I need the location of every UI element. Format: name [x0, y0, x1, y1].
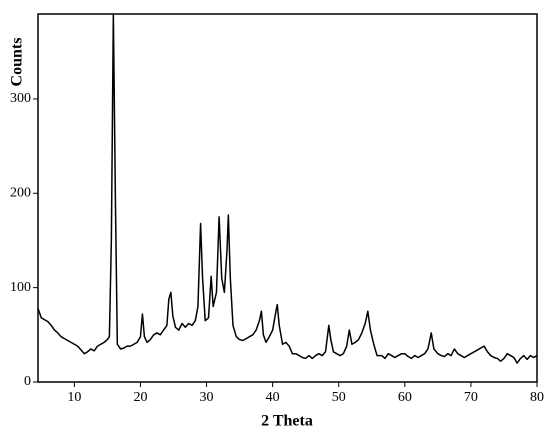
x-tick-label: 50 — [332, 390, 346, 405]
x-tick-label: 80 — [530, 390, 544, 405]
plot-frame — [37, 13, 538, 383]
y-axis-label: Counts — [9, 38, 26, 87]
y-tick-label: 100 — [10, 280, 31, 295]
x-tick-label: 20 — [133, 390, 147, 405]
x-tick-label: 40 — [266, 390, 280, 405]
y-tick-label: 0 — [24, 374, 31, 389]
x-tick-label: 10 — [67, 390, 81, 405]
x-tick-label: 60 — [398, 390, 412, 405]
y-tick-label: 300 — [10, 91, 31, 106]
x-tick-label: 70 — [464, 390, 478, 405]
x-axis-label: 2 Theta — [261, 413, 313, 430]
data-line — [37, 13, 538, 364]
y-tick-label: 200 — [10, 186, 31, 201]
x-tick-label: 30 — [200, 390, 214, 405]
